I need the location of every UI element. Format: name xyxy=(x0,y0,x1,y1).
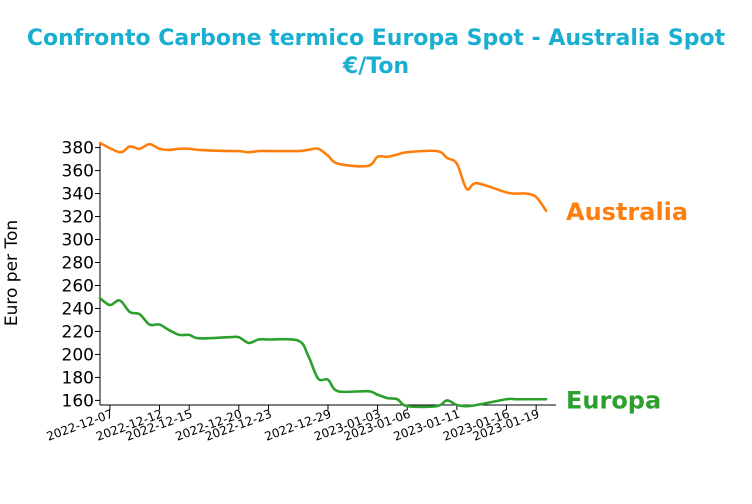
series-label-australia: Australia xyxy=(566,198,688,226)
series-line-australia xyxy=(98,141,548,213)
chart-title: Confronto Carbone termico Europa Spot - … xyxy=(26,26,726,51)
series-labels: Australia Europa xyxy=(566,198,688,414)
y-tick-label: 300 xyxy=(62,231,94,251)
y-tick-label: 280 xyxy=(62,254,94,274)
y-tick-label: 160 xyxy=(62,391,94,411)
series-line-europa xyxy=(98,296,548,409)
y-tick-label: 180 xyxy=(62,368,94,388)
series-lines xyxy=(98,141,548,409)
y-tick-label: 380 xyxy=(62,139,94,159)
y-tick-label: 240 xyxy=(62,299,94,319)
y-axis-label: Euro per Ton xyxy=(2,220,22,326)
y-tick-label: 260 xyxy=(62,276,94,296)
y-tick-label: 360 xyxy=(62,162,94,182)
y-tick-label: 200 xyxy=(62,345,94,365)
y-tick-label: 320 xyxy=(62,208,94,228)
chart-subtitle: €/Ton xyxy=(342,54,410,79)
y-tick-label: 340 xyxy=(62,185,94,205)
y-tick-label: 220 xyxy=(62,322,94,342)
series-label-europa: Europa xyxy=(566,386,661,414)
x-axis: 2022-12-072022-12-122022-12-152022-12-20… xyxy=(45,404,556,444)
